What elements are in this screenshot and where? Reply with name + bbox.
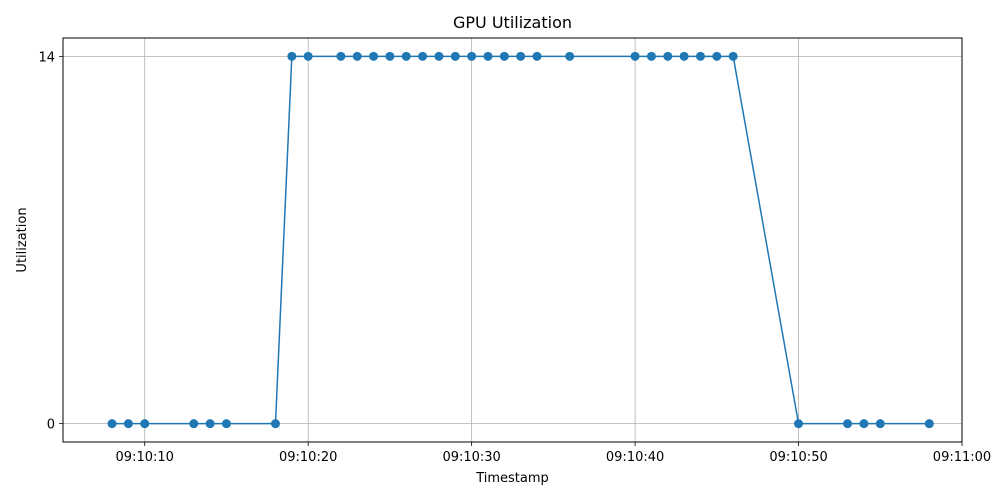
data-point — [695, 51, 705, 61]
x-tick-label: 09:10:40 — [606, 450, 664, 465]
data-point — [679, 51, 689, 61]
data-point — [794, 419, 804, 429]
data-point — [875, 419, 885, 429]
data-point — [467, 51, 477, 61]
data-point — [123, 419, 133, 429]
data-point — [418, 51, 428, 61]
data-point — [336, 51, 346, 61]
data-point — [401, 51, 411, 61]
x-axis-ticks: 09:10:10 09:10:20 09:10:30 09:10:40 09:10:50… — [116, 442, 991, 465]
data-point — [287, 51, 297, 61]
x-tick-label: 09:10:50 — [769, 450, 827, 465]
data-point — [499, 51, 509, 61]
data-point — [369, 51, 379, 61]
data-point — [859, 419, 869, 429]
y-axis-label: Utilization — [15, 207, 30, 272]
x-axis-label: Timestamp — [475, 471, 549, 486]
data-point — [532, 51, 542, 61]
data-point — [712, 51, 722, 61]
data-point — [140, 419, 150, 429]
data-point — [646, 51, 656, 61]
data-point — [385, 51, 395, 61]
data-point — [221, 419, 231, 429]
data-point — [924, 419, 934, 429]
data-point — [450, 51, 460, 61]
data-point — [843, 419, 853, 429]
data-point — [630, 51, 640, 61]
data-point — [205, 419, 215, 429]
x-tick-label: 09:10:20 — [279, 450, 337, 465]
plot-frame — [62, 37, 963, 443]
data-point — [516, 51, 526, 61]
data-point — [189, 419, 199, 429]
data-point — [107, 419, 117, 429]
series-layer — [107, 51, 934, 429]
chart-title: GPU Utilization — [453, 13, 572, 32]
data-point — [434, 51, 444, 61]
y-tick-label: 0 — [47, 418, 55, 433]
data-point — [663, 51, 673, 61]
data-point — [270, 419, 280, 429]
data-point — [728, 51, 738, 61]
data-point — [303, 51, 313, 61]
data-point — [565, 51, 575, 61]
x-tick-label: 09:10:10 — [116, 450, 174, 465]
data-point — [483, 51, 493, 61]
x-tick-label: 09:11:00 — [933, 450, 991, 465]
data-point — [352, 51, 362, 61]
y-axis-ticks: 0 14 — [38, 50, 63, 433]
y-tick-label: 14 — [38, 50, 55, 65]
x-tick-label: 09:10:30 — [442, 450, 500, 465]
